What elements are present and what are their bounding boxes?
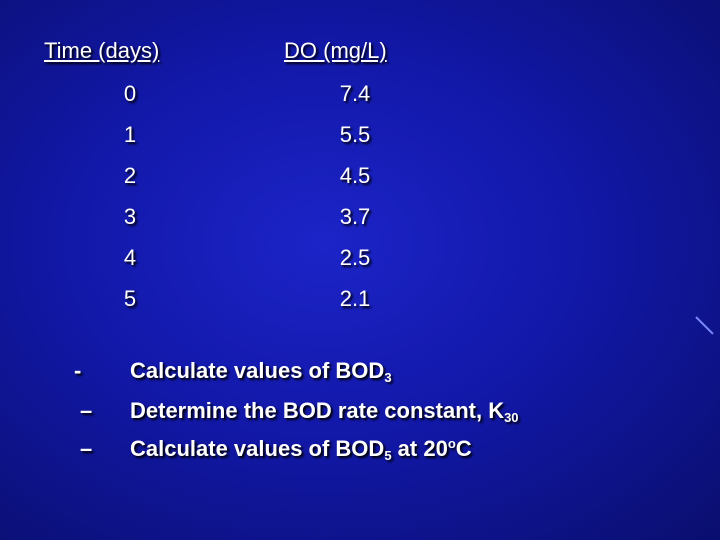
task-text: Calculate values of BOD5 at 20oC bbox=[130, 436, 472, 463]
do-cell: 3.7 bbox=[339, 204, 371, 229]
do-cell: 4.5 bbox=[339, 163, 371, 188]
do-cell: 2.1 bbox=[339, 286, 371, 311]
do-cell: 2.5 bbox=[339, 245, 371, 270]
do-column: 7.4 5.5 4.5 3.7 2.5 2.1 bbox=[315, 78, 395, 324]
time-cell: 2 bbox=[123, 163, 137, 188]
bullet: - bbox=[74, 358, 82, 383]
task-text: Determine the BOD rate constant, K30 bbox=[130, 398, 519, 425]
time-cell: 0 bbox=[123, 81, 137, 106]
decorative-line bbox=[695, 316, 714, 335]
do-header: DO (mg/L) bbox=[284, 38, 387, 63]
task-item: - Calculate values of BOD3 bbox=[0, 358, 720, 398]
time-cell: 4 bbox=[123, 245, 137, 270]
bullet: – bbox=[80, 436, 93, 461]
bullet: – bbox=[80, 398, 93, 423]
do-cell: 7.4 bbox=[339, 81, 371, 106]
do-cell: 5.5 bbox=[339, 122, 371, 147]
time-header: Time (days) bbox=[44, 38, 160, 63]
time-cell: 3 bbox=[123, 204, 137, 229]
task-text: Calculate values of BOD3 bbox=[130, 358, 392, 385]
time-cell: 5 bbox=[123, 286, 137, 311]
task-item: – Determine the BOD rate constant, K30 bbox=[0, 398, 720, 438]
time-column: 0 1 2 3 4 5 bbox=[95, 78, 165, 324]
task-item: – Calculate values of BOD5 at 20oC bbox=[0, 436, 720, 476]
time-cell: 1 bbox=[123, 122, 137, 147]
